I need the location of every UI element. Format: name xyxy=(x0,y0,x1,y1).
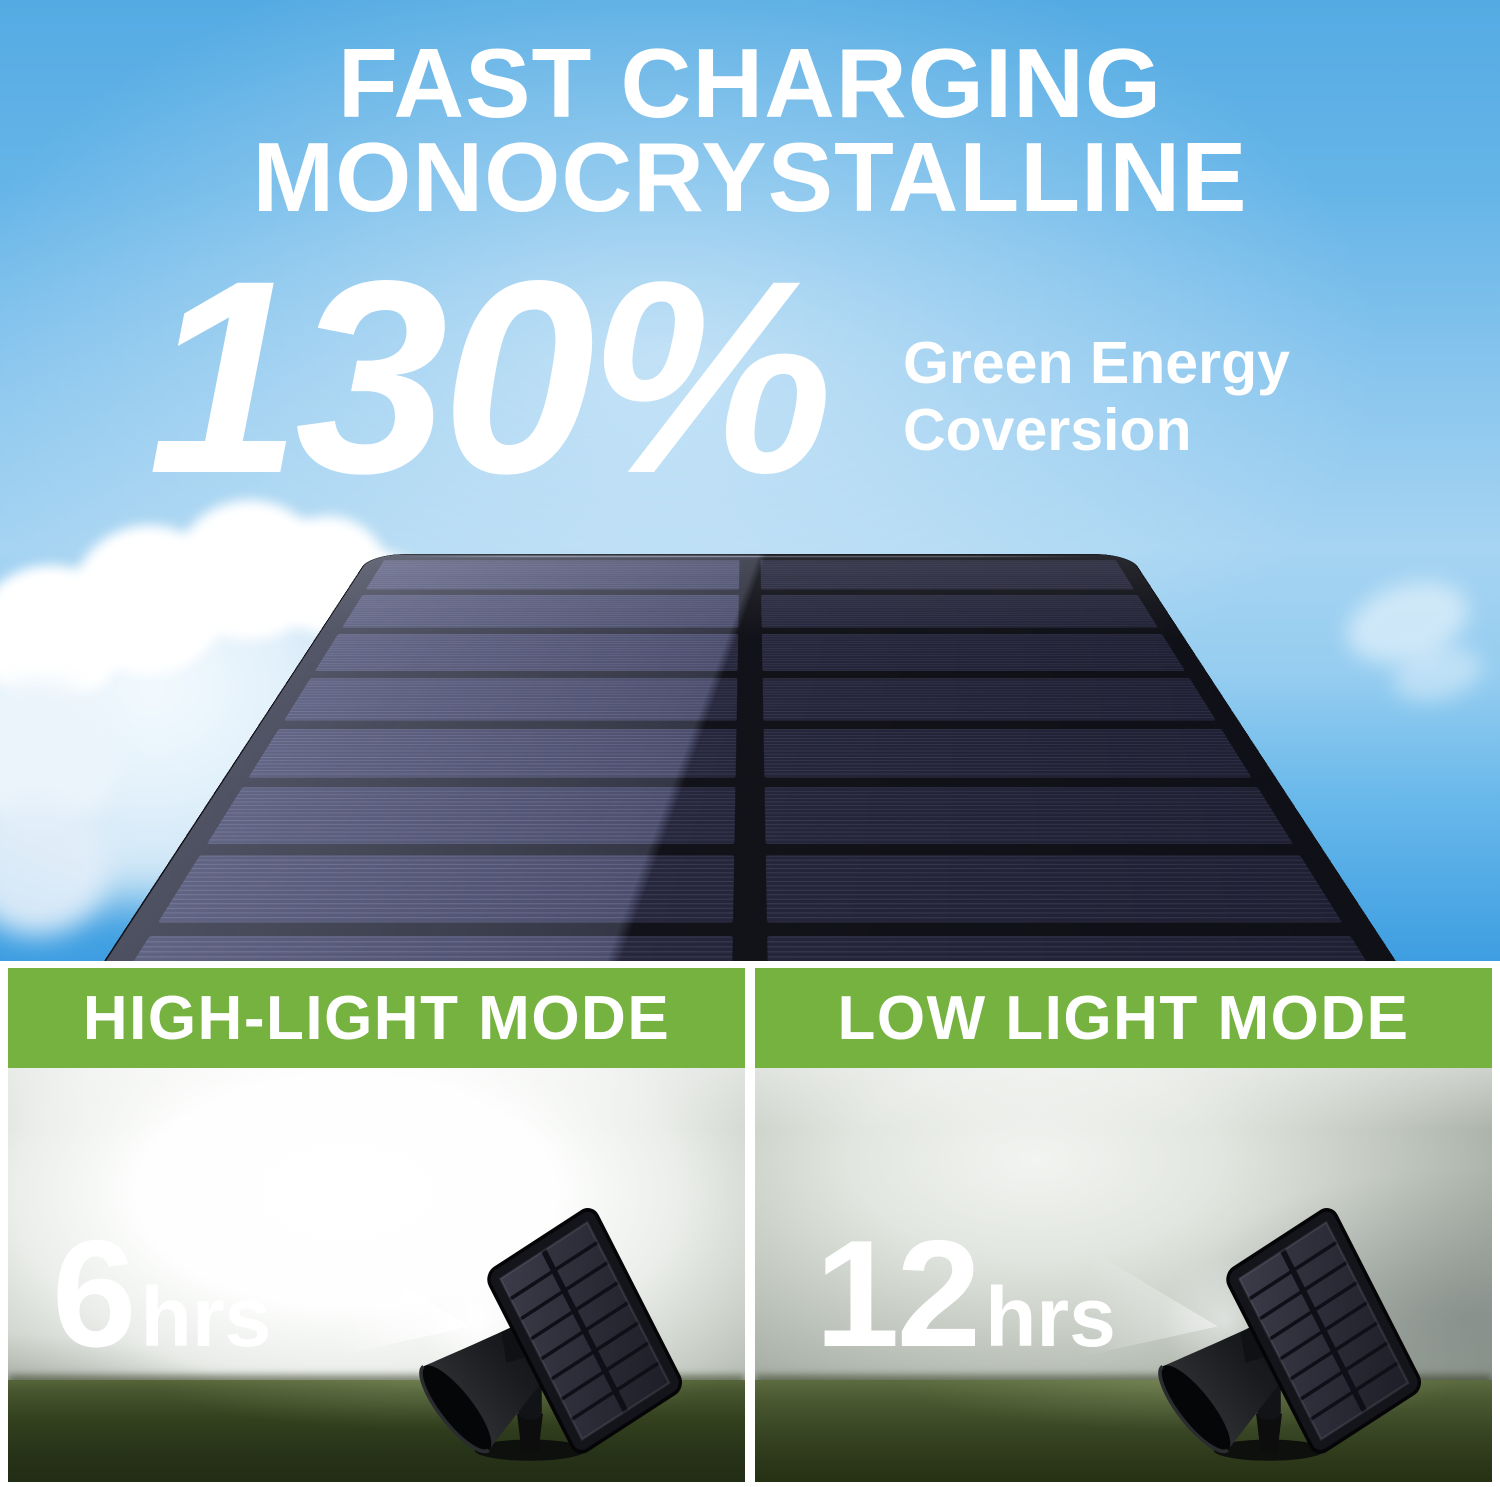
headline: FAST CHARGING MONOCRYSTALLINE xyxy=(0,28,1500,232)
conversion-stat-label-line-1: Green Energy xyxy=(903,330,1290,396)
conversion-stat-value: 130% xyxy=(148,224,833,531)
mode-panel-low: LOW LIGHT MODE 12 hrs xyxy=(755,968,1492,1482)
sky-section: FAST CHARGING MONOCRYSTALLINE 130% Green… xyxy=(0,0,1500,961)
duration-high: 6 hrs xyxy=(52,1218,271,1370)
conversion-stat-label-line-2: Coversion xyxy=(903,396,1192,463)
conversion-stat-label: Green Energy Coversion xyxy=(903,330,1290,463)
duration-value: 12 xyxy=(815,1209,981,1379)
headline-line-2: MONOCRYSTALLINE xyxy=(252,122,1248,232)
solar-panel-glare xyxy=(57,554,1443,961)
mode-photo-high: 6 hrs xyxy=(8,1068,745,1482)
duration-unit: hrs xyxy=(140,1270,272,1364)
solar-panel-face xyxy=(57,554,1443,961)
grass-graphic xyxy=(8,1380,745,1482)
grass-graphic xyxy=(755,1380,1492,1482)
mode-header-high: HIGH-LIGHT MODE xyxy=(8,968,745,1068)
mode-comparison-section: HIGH-LIGHT MODE 6 hrs LOW LIGHT MODE xyxy=(0,961,1500,1487)
mode-photo-low: 12 hrs xyxy=(755,1068,1492,1482)
spotlight-graphic xyxy=(353,1186,707,1469)
headline-line-1: FAST CHARGING xyxy=(337,28,1163,138)
mode-header-low: LOW LIGHT MODE xyxy=(755,968,1492,1068)
mode-panel-high: HIGH-LIGHT MODE 6 hrs xyxy=(8,968,745,1482)
spotlight-graphic xyxy=(1092,1186,1446,1469)
duration-unit: hrs xyxy=(985,1270,1116,1364)
duration-value: 6 xyxy=(52,1209,137,1379)
duration-low: 12 hrs xyxy=(815,1218,1116,1370)
